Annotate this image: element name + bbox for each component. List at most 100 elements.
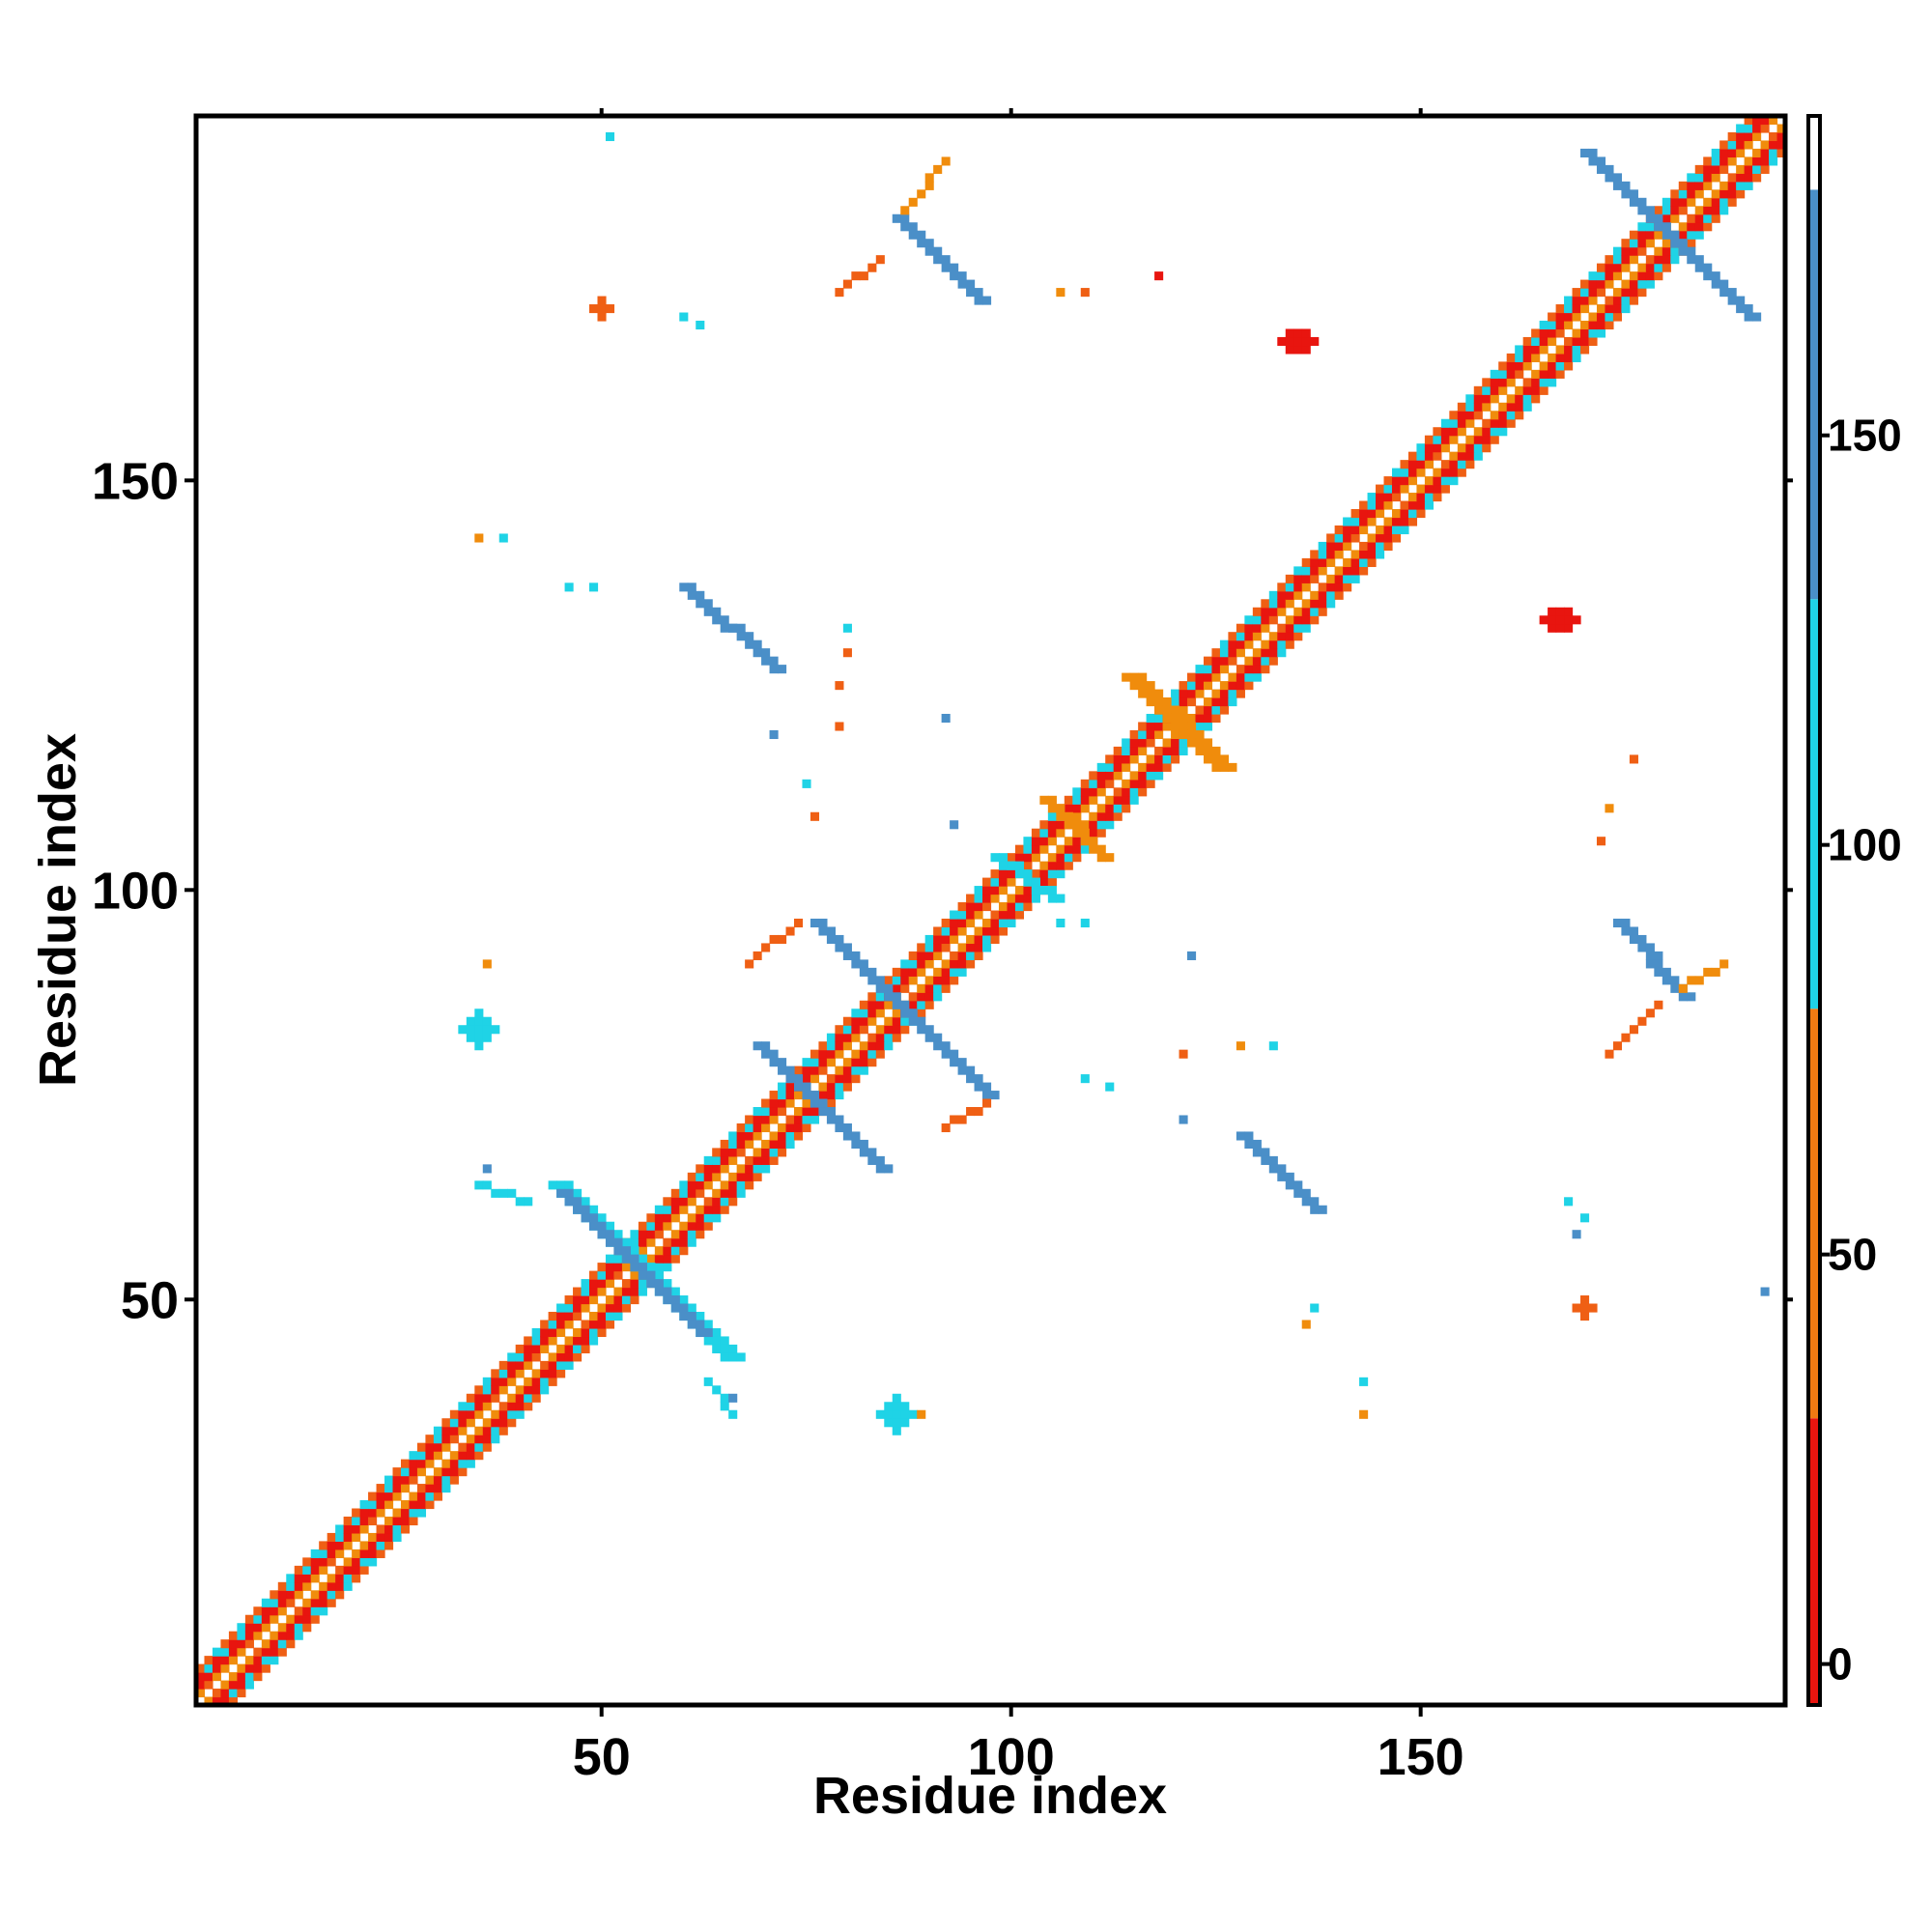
contact-segment-cell — [712, 1344, 722, 1353]
diagonal-cell — [573, 1327, 582, 1338]
contact-segment-cell — [1752, 312, 1762, 322]
diagonal-cell — [663, 1237, 672, 1247]
diagonal-cell — [1457, 451, 1466, 461]
diagonal-cell — [1376, 541, 1385, 552]
contact-segment-cell — [1154, 689, 1164, 698]
diagonal-cell — [835, 1091, 844, 1100]
diagonal-cell — [1424, 476, 1434, 486]
contact-segment-cell — [474, 1180, 484, 1190]
contact-segment-cell — [638, 1263, 647, 1272]
diagonal-cell — [1564, 312, 1574, 322]
diagonal-cell — [466, 1451, 475, 1461]
diagonal-cell — [1515, 345, 1524, 355]
diagonal-cell — [1482, 394, 1492, 404]
diagonal-cell — [1268, 607, 1278, 616]
diagonal-cell — [515, 1352, 525, 1362]
contact-segment-cell — [1047, 894, 1057, 903]
diagonal-cell — [1252, 648, 1262, 658]
diagonal-cell — [1031, 844, 1040, 854]
diagonal-cell — [1703, 222, 1713, 232]
diagonal-cell — [1187, 713, 1197, 724]
diagonal-cell — [1301, 574, 1311, 583]
diagonal-cell — [1261, 639, 1270, 649]
diagonal-cell — [1769, 156, 1778, 166]
diagonal-cell — [597, 1303, 607, 1313]
diagonal-cell — [670, 1197, 680, 1207]
contact-segment-cell — [670, 1287, 680, 1296]
diagonal-cell — [1645, 271, 1655, 281]
diagonal-cell — [1687, 222, 1696, 232]
diagonal-cell — [1555, 304, 1565, 314]
diagonal-cell — [302, 1598, 312, 1607]
contact-segment-cell — [908, 230, 918, 240]
diagonal-cell — [449, 1459, 459, 1468]
diagonal-cell — [1334, 582, 1344, 592]
diagonal-cell — [253, 1606, 263, 1616]
contact-segment-cell — [875, 1155, 885, 1165]
diagonal-cell — [1268, 648, 1278, 658]
diagonal-cell — [679, 1180, 689, 1190]
diagonal-cell — [1457, 460, 1466, 469]
contact-segment-cell — [1612, 918, 1623, 928]
diagonal-cell — [1376, 493, 1385, 502]
contact-segment-cell — [957, 1058, 967, 1067]
contact-segment-cell — [1171, 722, 1180, 731]
diagonal-cell — [1064, 795, 1073, 805]
diagonal-cell — [941, 926, 951, 936]
contact-segment-cell — [1072, 828, 1082, 838]
diagonal-cell — [286, 1631, 296, 1640]
diagonal-cell — [974, 951, 983, 960]
diagonal-cell — [835, 1074, 844, 1084]
diagonal-cell — [712, 1188, 722, 1198]
diagonal-cell — [1506, 353, 1516, 362]
diagonal-cell — [1515, 402, 1524, 412]
diagonal-cell — [1760, 148, 1770, 157]
diagonal-cell — [1605, 312, 1614, 322]
contact-dot-cell — [1629, 754, 1638, 764]
diagonal-cell — [449, 1426, 459, 1435]
diagonal-cell — [1752, 124, 1762, 133]
contact-segment-cell — [745, 639, 754, 649]
diagonal-cell — [474, 1409, 484, 1419]
diagonal-cell — [1588, 336, 1598, 347]
diagonal-cell — [573, 1303, 582, 1313]
contact-segment-cell — [1056, 804, 1065, 813]
diagonal-cell — [310, 1590, 320, 1600]
diagonal-cell — [613, 1263, 623, 1272]
diagonal-cell — [613, 1295, 623, 1305]
diagonal-cell — [1211, 713, 1221, 724]
diagonal-cell — [745, 1172, 754, 1181]
diagonal-cell — [1515, 385, 1524, 395]
diagonal-cell — [1252, 656, 1262, 666]
diagonal-cell — [1219, 697, 1229, 707]
diagonal-cell — [548, 1320, 557, 1329]
diagonal-cell — [441, 1459, 451, 1468]
diagonal-cell — [1391, 525, 1402, 535]
diagonal-cell — [573, 1311, 582, 1321]
colorbar-frame — [1806, 114, 1822, 1707]
diagonal-cell — [1506, 418, 1516, 428]
colorbar-band — [1808, 1009, 1820, 1419]
diagonal-cell — [524, 1360, 533, 1370]
diagonal-cell — [654, 1254, 664, 1264]
diagonal-cell — [1637, 246, 1647, 256]
diagonal-cell — [1014, 902, 1025, 912]
diagonal-cell — [1203, 681, 1213, 691]
diagonal-cell — [1621, 246, 1631, 256]
contact-blob-cell — [1539, 615, 1548, 625]
diagonal-cell — [1744, 140, 1753, 150]
contact-segment-cell — [957, 1065, 967, 1075]
contact-dot-cell — [1080, 1074, 1090, 1084]
diagonal-cell — [1449, 411, 1459, 420]
diagonal-cell — [1465, 394, 1475, 404]
diagonal-cell — [630, 1237, 639, 1247]
contact-segment-cell — [1645, 959, 1655, 969]
contact-blob-cell — [892, 1393, 901, 1403]
diagonal-cell — [1637, 288, 1647, 298]
contact-segment-cell — [679, 1311, 689, 1321]
contact-segment-cell — [1211, 762, 1221, 772]
diagonal-cell — [1350, 550, 1360, 559]
contact-segment-cell — [1089, 844, 1098, 854]
diagonal-cell — [220, 1639, 230, 1649]
contact-segment-cell — [1154, 705, 1164, 715]
